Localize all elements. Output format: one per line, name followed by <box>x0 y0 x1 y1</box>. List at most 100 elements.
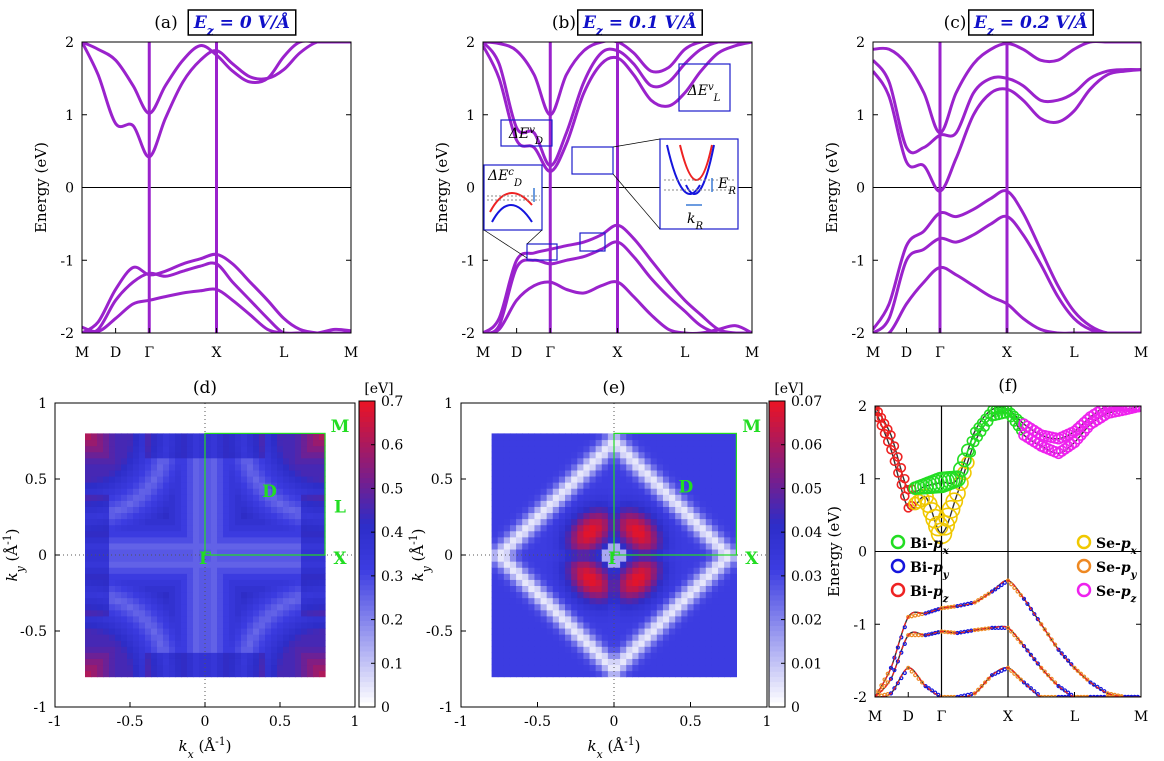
heatmap-cell <box>675 433 682 441</box>
heatmap-cell <box>283 445 290 453</box>
heatmap-cell <box>199 567 206 574</box>
projection-marker <box>1056 683 1061 689</box>
heatmap-cell <box>662 646 670 653</box>
heatmap-cell <box>711 561 719 568</box>
heatmap-cell <box>277 451 284 459</box>
heatmap-cell <box>289 555 296 562</box>
projection-marker <box>1005 625 1011 630</box>
heatmap-cell <box>205 627 212 635</box>
heatmap-cell <box>687 627 695 635</box>
heatmap-cell <box>644 475 652 483</box>
heatmap-cell <box>669 439 676 447</box>
heatmap-cell <box>528 463 536 471</box>
heatmap-cell <box>205 469 212 477</box>
colorbar-segment <box>359 467 375 473</box>
heatmap-cell <box>558 658 566 666</box>
heatmap-cell <box>675 658 682 666</box>
heatmap-cell <box>601 488 609 495</box>
heatmap-cell <box>699 536 707 544</box>
heatmap-cell <box>247 658 254 666</box>
heatmap-cell <box>229 439 236 447</box>
colorbar-frame <box>768 400 786 708</box>
heatmap-cell <box>85 658 92 666</box>
heatmap-cell <box>620 463 627 471</box>
heatmap-cell <box>97 579 104 586</box>
heatmap-cell <box>151 664 158 672</box>
heatmap-cell <box>253 475 260 483</box>
heatmap-cell <box>109 433 116 441</box>
heatmap-cell <box>139 512 146 520</box>
heatmap-cell <box>687 615 695 623</box>
heatmap-cell <box>109 512 116 520</box>
heatmap-cell <box>687 658 695 666</box>
heatmap-cell <box>163 646 170 653</box>
heatmap-cell <box>217 542 224 550</box>
heatmap-cell <box>187 609 194 617</box>
heatmap-cell <box>620 536 627 544</box>
heatmap-cell <box>650 475 658 483</box>
heatmap-cell <box>589 463 597 471</box>
heatmap-cell <box>265 640 272 647</box>
heatmap-cell <box>235 463 242 471</box>
heatmap-cell <box>614 652 621 659</box>
heatmap-cell <box>175 524 182 532</box>
kpoint-label: D <box>110 345 121 361</box>
heatmap-cell <box>199 658 206 666</box>
heatmap-cell <box>650 463 658 471</box>
heatmap-cell <box>235 573 242 580</box>
heatmap-cell <box>644 482 652 489</box>
heatmap-cell <box>522 567 529 574</box>
heatmap-cell <box>650 585 658 593</box>
heatmap-cell <box>109 482 116 489</box>
heatmap-cell <box>199 615 206 623</box>
heatmap-cell <box>607 609 615 617</box>
heatmap-cell <box>175 463 182 471</box>
heatmap-cell <box>145 500 152 507</box>
heatmap-cell <box>115 646 122 653</box>
heatmap-cell <box>614 646 621 653</box>
heatmap-cell <box>247 579 254 586</box>
heatmap-cell <box>283 524 290 532</box>
heatmap-cell <box>157 469 164 477</box>
heatmap-cell <box>115 524 122 532</box>
projection-marker <box>1059 651 1064 656</box>
heatmap-cell <box>223 482 230 489</box>
projection-marker <box>1105 406 1118 412</box>
heatmap-cell <box>85 591 92 599</box>
projection-marker <box>888 691 894 696</box>
heatmap-cell <box>235 451 242 459</box>
heatmap-cell <box>223 640 230 647</box>
colorbar-segment <box>359 589 375 596</box>
projection-marker <box>1042 694 1047 697</box>
heatmap-cell <box>595 585 603 593</box>
y-tick-label: 1 <box>856 108 865 124</box>
colorbar-tick-label: 0 <box>381 700 390 716</box>
y-tick-label: 2 <box>65 35 74 51</box>
heatmap-cell <box>681 482 689 489</box>
projection-marker <box>966 447 977 458</box>
projection-marker <box>1052 642 1058 647</box>
heatmap-cell <box>589 506 597 514</box>
heatmap-cell <box>711 433 719 441</box>
heatmap-cell <box>313 627 320 635</box>
projection-marker <box>1059 694 1064 697</box>
heatmap-cell <box>313 488 320 495</box>
heatmap-cell <box>571 530 578 538</box>
heatmap-cell <box>644 652 652 659</box>
heatmap-cell <box>699 439 707 447</box>
heatmap-cell <box>534 463 542 471</box>
heatmap-cell <box>91 536 98 544</box>
heatmap-cell <box>283 482 290 489</box>
heatmap-cell <box>283 567 290 574</box>
heatmap-cell <box>497 561 505 568</box>
heatmap-cell <box>289 646 296 653</box>
heatmap-cell <box>632 524 640 532</box>
projection-marker <box>899 650 904 655</box>
heatmap-cell <box>205 561 212 568</box>
heatmap-cell <box>247 542 254 550</box>
heatmap-cell <box>283 506 290 514</box>
heatmap-cell <box>235 603 242 611</box>
heatmap-cell <box>187 567 194 574</box>
heatmap-cell <box>223 512 230 520</box>
heatmap-cell <box>638 603 646 611</box>
